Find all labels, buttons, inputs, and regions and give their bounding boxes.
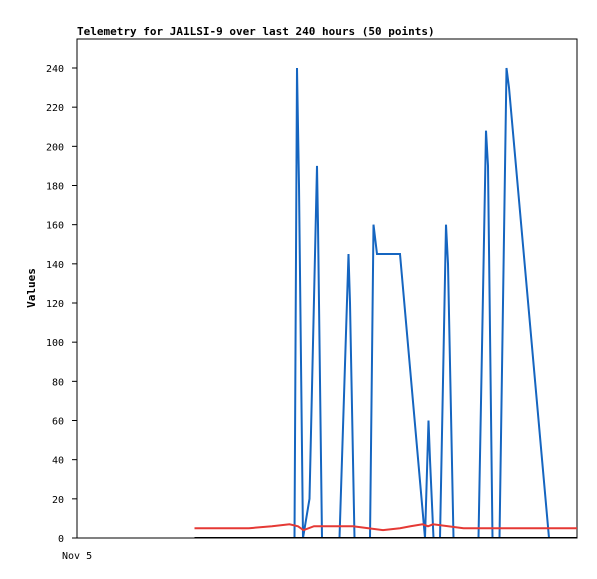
x-tick-label: Nov 5 bbox=[62, 551, 92, 562]
y-tick-label: 240 bbox=[46, 64, 64, 75]
x-axis-ticks: Nov 5 bbox=[62, 551, 92, 562]
series-line-1 bbox=[267, 67, 577, 538]
y-tick-label: 120 bbox=[46, 299, 64, 310]
series-line-2 bbox=[194, 523, 577, 532]
y-tick-label: 80 bbox=[52, 377, 64, 388]
y-axis-ticks: 0 20 40 60 80 100 120 140 160 180 200 220 240 bbox=[46, 64, 77, 545]
y-tick-label: 180 bbox=[46, 182, 64, 193]
y-tick-label: 60 bbox=[52, 417, 64, 428]
y-tick-label: 220 bbox=[46, 103, 64, 114]
y-tick-label: 20 bbox=[52, 495, 64, 506]
y-tick-label: 0 bbox=[58, 534, 64, 545]
y-tick-label: 100 bbox=[46, 338, 64, 349]
y-tick-label: 140 bbox=[46, 260, 64, 271]
plot-area bbox=[76, 38, 578, 539]
y-tick-label: 40 bbox=[52, 456, 64, 467]
chart-title: Telemetry for JA1LSI-9 over last 240 hou… bbox=[77, 25, 435, 38]
series-layer bbox=[194, 67, 577, 538]
y-tick-label: 200 bbox=[46, 142, 64, 153]
y-axis-label: Values bbox=[25, 268, 38, 308]
y-tick-label: 160 bbox=[46, 221, 64, 232]
